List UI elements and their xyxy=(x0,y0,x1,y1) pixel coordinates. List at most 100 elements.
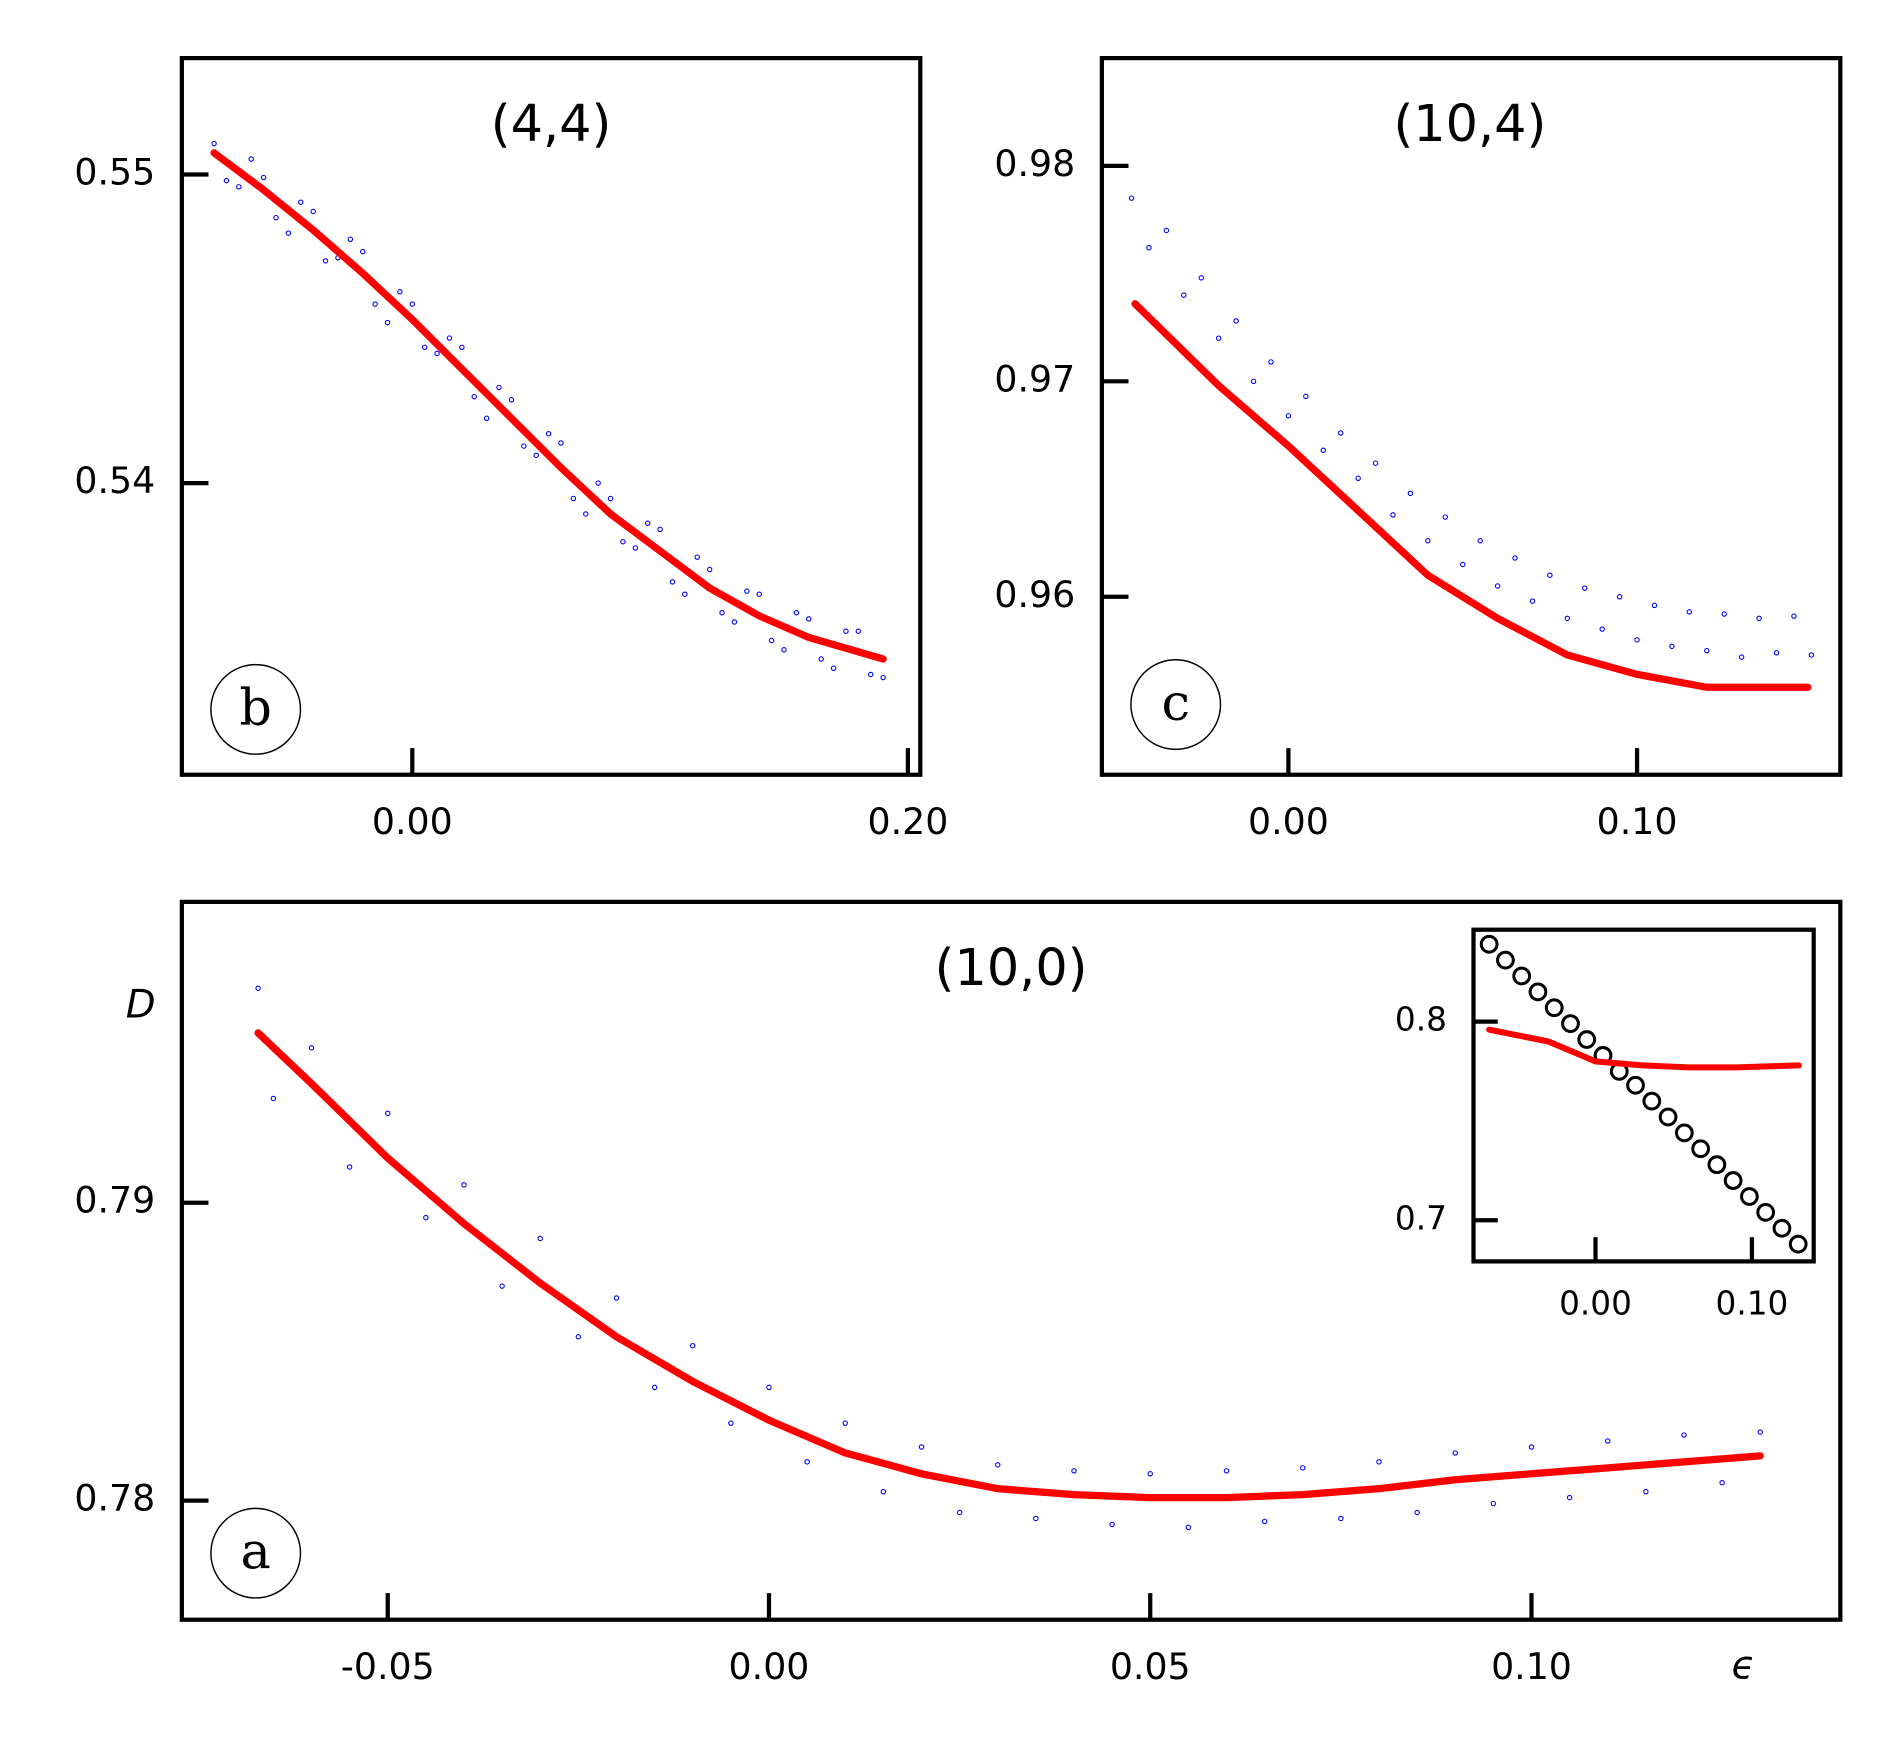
scatter-point xyxy=(744,588,750,594)
scatter-point xyxy=(223,177,230,184)
scatter-point xyxy=(1185,1524,1192,1531)
scatter-point xyxy=(595,480,601,486)
scatter-point xyxy=(521,443,527,449)
scatter-point xyxy=(1566,1494,1573,1501)
y-tick-label: 0.78 xyxy=(74,1477,155,1520)
fit-line xyxy=(1131,300,1812,691)
scatter-point xyxy=(1643,1488,1649,1495)
fit-line xyxy=(210,149,887,663)
scatter-point xyxy=(459,344,465,351)
scatter-point xyxy=(558,440,564,446)
scatter-point xyxy=(690,1342,696,1349)
scatter-point xyxy=(1599,626,1605,632)
scatter-point xyxy=(706,566,713,573)
scatter-point xyxy=(372,301,378,307)
scatter-point xyxy=(575,1334,582,1340)
scatter-point xyxy=(1320,447,1326,453)
scatter-point xyxy=(508,397,515,403)
scatter-point xyxy=(1355,475,1361,481)
scatter-point xyxy=(1147,1471,1153,1477)
inset-marker xyxy=(1756,1202,1776,1222)
scatter-point xyxy=(409,301,416,307)
scatter-point xyxy=(644,520,651,526)
fit-line xyxy=(1486,1026,1802,1071)
panel-label: c xyxy=(1161,673,1189,732)
scatter-point xyxy=(843,628,849,634)
scatter-point xyxy=(1376,1459,1382,1465)
panel-label: b xyxy=(239,678,272,737)
scatter-point xyxy=(298,199,304,205)
scatter-point xyxy=(1198,275,1204,281)
scatter-point xyxy=(1791,613,1797,619)
inset-marker xyxy=(1658,1107,1678,1127)
scatter-point xyxy=(1146,244,1152,251)
x-axis-label: ϵ xyxy=(1732,1644,1756,1689)
scatter-point xyxy=(1338,1515,1344,1522)
plot-frame xyxy=(1471,927,1816,1264)
scatter-point xyxy=(255,985,261,991)
scatter-point xyxy=(570,495,577,502)
scatter-point xyxy=(657,526,663,533)
scatter-point xyxy=(728,1420,734,1426)
inset-marker xyxy=(1674,1123,1694,1143)
inset-marker xyxy=(1788,1234,1808,1254)
scatter-point xyxy=(1268,359,1274,365)
scatter-point xyxy=(793,610,800,616)
scatter-point xyxy=(270,1095,277,1102)
x-tick-label: 0.20 xyxy=(867,800,948,843)
scatter-point xyxy=(434,350,440,357)
inset-marker xyxy=(1528,982,1548,1002)
scatter-point xyxy=(1605,1438,1611,1444)
scatter-point xyxy=(211,140,217,147)
scatter-point xyxy=(248,156,254,162)
scatter-point xyxy=(1128,195,1135,201)
x-tick-label: -0.05 xyxy=(341,1645,435,1688)
scatter-point xyxy=(347,236,354,243)
y-axis-label: D xyxy=(126,983,156,1028)
x-tick-label: 0.05 xyxy=(1110,1645,1191,1688)
scatter-point xyxy=(842,1420,848,1426)
scatter-point xyxy=(308,1045,315,1051)
inset-marker xyxy=(1479,934,1499,954)
scatter-point xyxy=(1250,378,1257,385)
scatter-point xyxy=(1719,1479,1725,1486)
y-tick-label: 0.54 xyxy=(74,459,155,502)
scatter-point xyxy=(273,214,279,221)
panel-title: (4,4) xyxy=(491,94,612,153)
scatter-point xyxy=(1442,514,1449,520)
inset-marker xyxy=(1642,1091,1662,1111)
scatter-point xyxy=(1233,318,1239,324)
scatter-point xyxy=(1582,585,1588,591)
scatter-point xyxy=(1616,594,1623,600)
scatter-point xyxy=(322,258,329,264)
scatter-point xyxy=(471,393,477,400)
scatter-point xyxy=(1303,393,1309,400)
x-tick-label: 0.10 xyxy=(1716,1285,1789,1323)
scatter-point xyxy=(537,1235,543,1242)
scatter-point xyxy=(1686,609,1693,615)
scatter-point xyxy=(669,579,676,585)
scatter-point xyxy=(1181,292,1187,298)
scatter-point xyxy=(1300,1465,1306,1471)
y-tick-label: 0.8 xyxy=(1395,1001,1447,1039)
scatter-point xyxy=(533,452,539,459)
y-tick-label: 0.97 xyxy=(994,357,1075,400)
scatter-point xyxy=(719,610,725,616)
inset-marker xyxy=(1691,1139,1710,1159)
scatter-point xyxy=(310,208,316,215)
scatter-point xyxy=(1756,615,1762,622)
scatter-point xyxy=(1033,1515,1039,1522)
scatter-point xyxy=(1261,1518,1268,1525)
fit-line xyxy=(254,1029,1764,1502)
scatter-point xyxy=(421,344,428,351)
panel-label: a xyxy=(241,1522,271,1581)
scatter-point xyxy=(1808,652,1815,658)
scatter-point xyxy=(397,289,403,295)
scatter-point xyxy=(1425,538,1431,544)
scatter-point xyxy=(830,665,837,672)
y-tick-label: 0.79 xyxy=(74,1179,155,1222)
scatter-point xyxy=(918,1444,925,1450)
scatter-point xyxy=(956,1509,963,1516)
scatter-point xyxy=(1215,335,1222,341)
